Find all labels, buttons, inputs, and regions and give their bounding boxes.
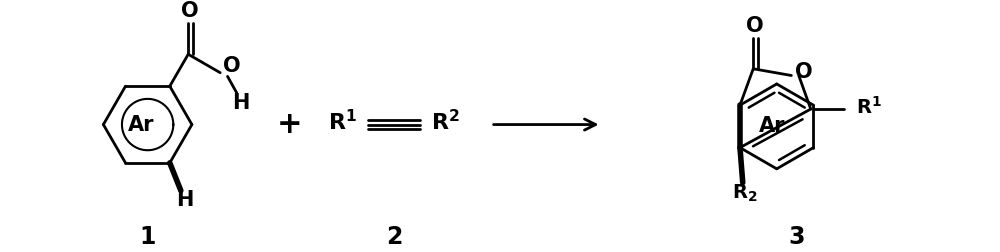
Text: $\mathbf{R^2}$: $\mathbf{R^2}$ bbox=[431, 109, 460, 134]
Text: $\mathbf{R^1}$: $\mathbf{R^1}$ bbox=[328, 109, 357, 134]
Text: O: O bbox=[795, 62, 812, 82]
Text: 1: 1 bbox=[139, 225, 156, 249]
Text: O: O bbox=[223, 56, 241, 76]
Text: H: H bbox=[176, 190, 193, 210]
Text: $\mathbf{R^1}$: $\mathbf{R^1}$ bbox=[856, 96, 882, 118]
Text: O: O bbox=[181, 1, 199, 21]
Text: O: O bbox=[746, 16, 764, 36]
Text: Ar: Ar bbox=[128, 115, 154, 135]
Text: 2: 2 bbox=[386, 225, 402, 249]
Text: +: + bbox=[277, 110, 303, 139]
Text: H: H bbox=[232, 93, 249, 113]
Text: $\mathbf{R_2}$: $\mathbf{R_2}$ bbox=[732, 183, 757, 204]
Text: Ar: Ar bbox=[759, 116, 785, 136]
Text: 3: 3 bbox=[789, 225, 805, 249]
